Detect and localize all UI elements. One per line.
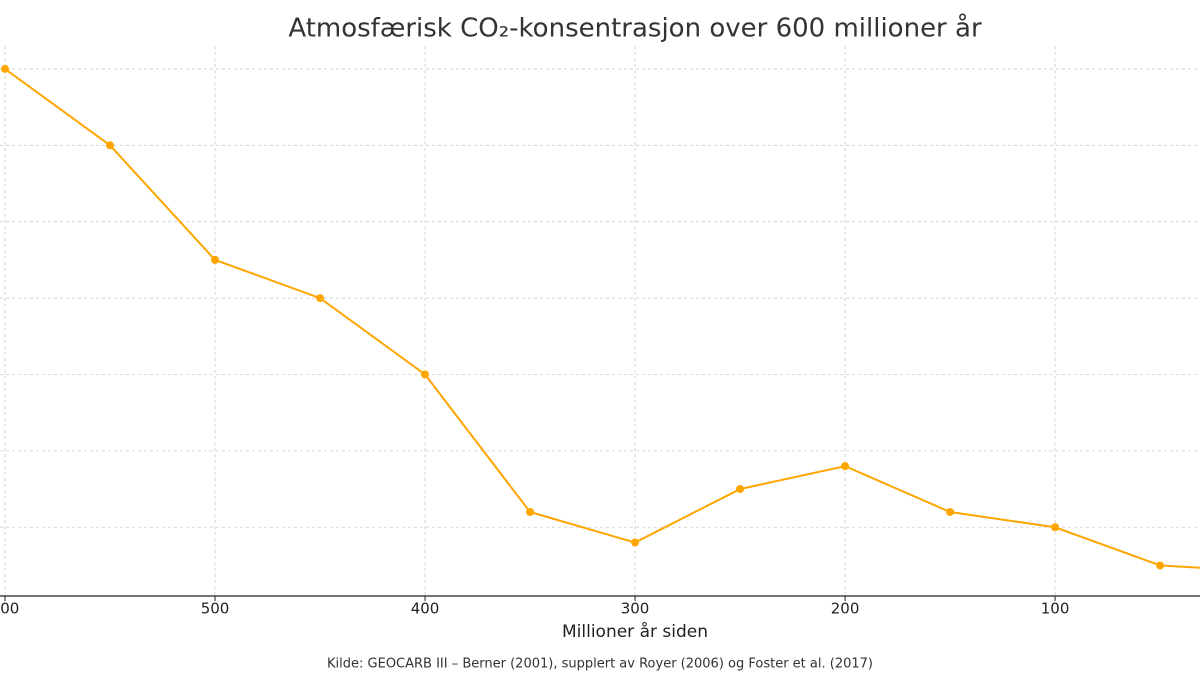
data-point [631, 538, 640, 547]
source-note: Kilde: GEOCARB III – Berner (2001), supp… [327, 657, 873, 672]
data-point [1, 64, 9, 73]
grid [0, 46, 1200, 596]
x-tick-label: 300 [621, 600, 650, 618]
x-tick-label: 400 [411, 600, 440, 618]
data-point [526, 507, 535, 516]
x-axis-label: Millioner år siden [562, 621, 708, 642]
data-point [1156, 561, 1165, 570]
x-tick-label: 600 [0, 600, 19, 618]
x-tick-label: 100 [1041, 600, 1070, 618]
data-line [4, 68, 1200, 569]
chart-title: Atmosfærisk CO₂-konsentrasjon over 600 m… [288, 13, 982, 44]
x-tick-label: 200 [831, 600, 860, 618]
data-point [1051, 523, 1060, 532]
data-point [946, 507, 955, 516]
data-point [736, 485, 745, 494]
x-tick-label: 500 [201, 600, 230, 618]
plot-area [1, 64, 1200, 570]
data-point [211, 255, 220, 264]
data-point [106, 141, 115, 150]
data-point [841, 462, 850, 471]
data-point [421, 370, 430, 379]
data-point [316, 294, 325, 303]
